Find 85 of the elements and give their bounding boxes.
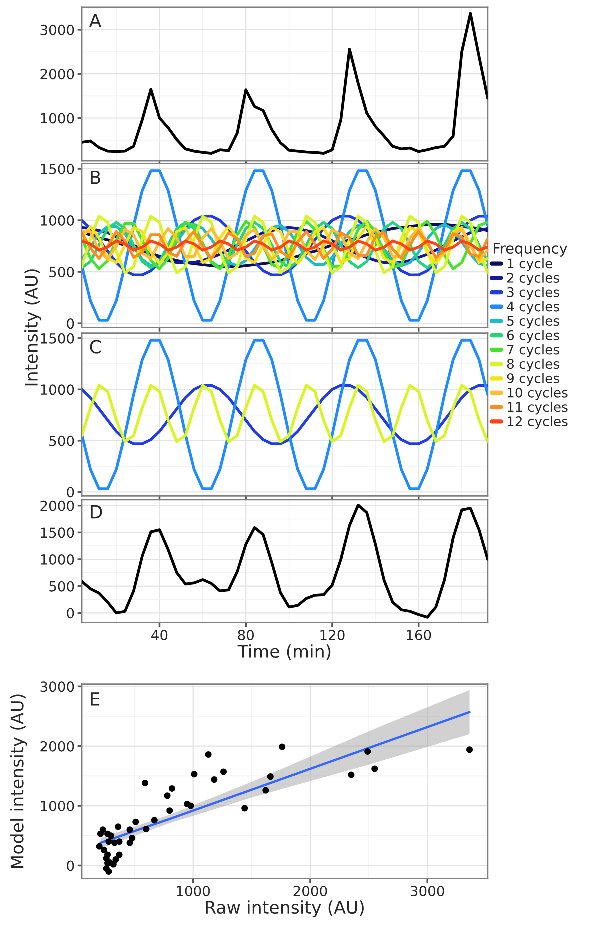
- annotation: D: [91, 505, 102, 519]
- point: [132, 818, 140, 826]
- line-series: [82, 240, 488, 252]
- point: [279, 744, 286, 750]
- point: [116, 852, 123, 858]
- point: [267, 774, 274, 780]
- legend-label: 6 cycles: [507, 330, 560, 343]
- point: [191, 771, 198, 778]
- y-tick-label: 1000: [41, 216, 74, 226]
- legend-label: 11 cycles: [508, 402, 568, 415]
- x-tick-label: 3000: [410, 886, 444, 897]
- point: [101, 846, 108, 854]
- annotation: B: [91, 170, 100, 184]
- y-tick-label: 1000: [41, 384, 74, 396]
- y-tick-label: 2000: [40, 500, 74, 512]
- point: [242, 805, 248, 812]
- legend-label: 8 cycles: [507, 358, 560, 372]
- annotation: C: [90, 340, 101, 354]
- x-axis-title: Raw intensity (AU): [206, 900, 364, 918]
- point: [116, 838, 123, 846]
- x-tick-label: 160: [407, 630, 432, 641]
- y-tick-label: 500: [50, 436, 74, 446]
- point: [188, 802, 194, 810]
- y-tick-label: 500: [50, 581, 74, 592]
- annotation: A: [89, 14, 102, 28]
- point: [100, 826, 106, 834]
- point: [205, 751, 212, 758]
- line-series: [82, 12, 488, 155]
- point: [348, 772, 355, 778]
- legend-label: 1 cycle: [508, 258, 552, 272]
- point: [151, 817, 158, 824]
- legend-label: 10 cycles: [508, 388, 568, 400]
- y-tick-label: 1000: [41, 554, 74, 565]
- point: [164, 792, 171, 800]
- x-tick-label: 1000: [177, 886, 210, 897]
- y-tick-label: 0: [67, 608, 74, 619]
- y-tick-label: 2000: [40, 741, 74, 752]
- y-tick-label: 2000: [40, 69, 74, 80]
- point: [142, 780, 149, 787]
- point: [211, 776, 218, 784]
- x-tick-label: 80: [238, 630, 254, 641]
- legend-label: 4 cycles: [507, 301, 560, 314]
- y-tick-label: 1000: [41, 113, 74, 124]
- legend-label: 3 cycles: [508, 287, 560, 300]
- x-tick-label: 120: [320, 630, 345, 641]
- legend-label: 7 cycles: [508, 344, 560, 358]
- line-series: [82, 339, 488, 490]
- point: [108, 832, 115, 840]
- legend-title: Frequency: [494, 243, 568, 257]
- point: [106, 838, 112, 846]
- point: [262, 787, 270, 794]
- point: [364, 748, 372, 755]
- legend-label: 9 cycles: [507, 373, 560, 386]
- annotation: E: [91, 692, 100, 706]
- y-axis-title: Model intensity (AU): [10, 694, 28, 868]
- point: [129, 835, 136, 842]
- point: [126, 826, 134, 834]
- point: [166, 808, 174, 814]
- point: [106, 868, 112, 875]
- y-tick-label: 3000: [40, 682, 74, 692]
- y-tick-label: 500: [50, 267, 74, 278]
- legend-label: 12 cycles: [508, 416, 568, 430]
- y-tick-label: 1500: [41, 333, 74, 344]
- point: [104, 852, 112, 858]
- x-tick-label: 40: [152, 630, 168, 641]
- legend-label: 5 cycles: [508, 316, 560, 329]
- y-tick-label: 3000: [40, 24, 74, 36]
- point: [372, 766, 378, 772]
- y-tick-label: 0: [67, 318, 74, 330]
- legend-label: 2 cycles: [507, 272, 560, 286]
- point: [466, 746, 474, 754]
- point: [96, 843, 103, 850]
- x-axis-title: Time (min): [238, 644, 331, 660]
- y-tick-label: 0: [67, 860, 74, 872]
- point: [220, 768, 228, 776]
- point: [143, 826, 150, 833]
- y-tick-label: 1500: [41, 164, 74, 174]
- y-tick-label: 1500: [41, 528, 74, 538]
- point: [115, 824, 122, 830]
- point: [168, 785, 176, 792]
- y-tick-label: 0: [67, 487, 74, 498]
- y-tick-label: 1000: [41, 801, 74, 812]
- y-axis-title: Intensity (AU): [24, 270, 42, 386]
- line-series: [82, 504, 488, 619]
- x-tick-label: 2000: [294, 886, 328, 897]
